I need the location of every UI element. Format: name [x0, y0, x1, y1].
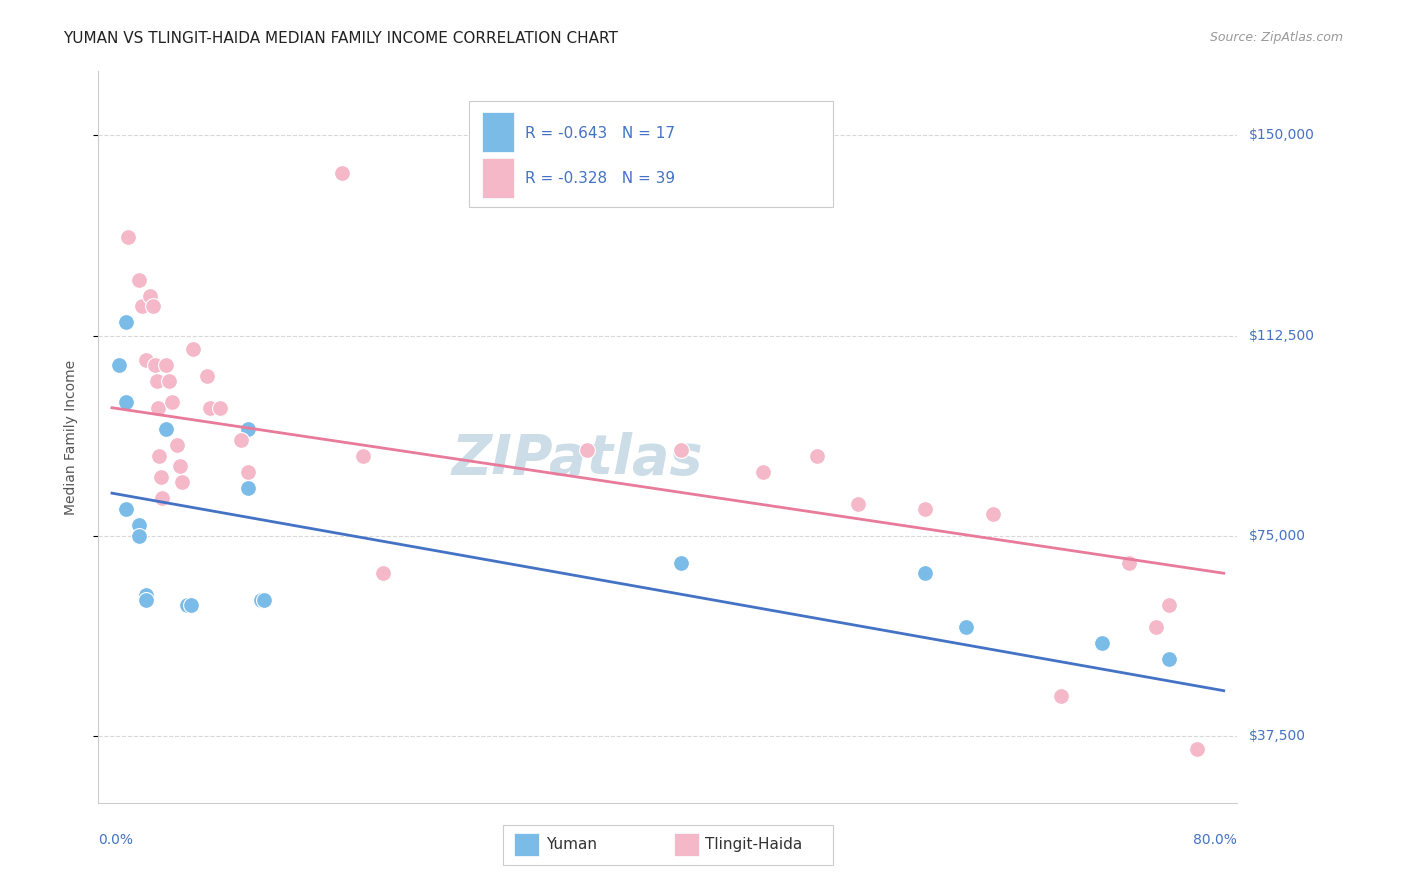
Point [575, 443, 598, 458]
Text: Tlingit-Haida: Tlingit-Haida [706, 837, 803, 852]
Point [169, 459, 191, 474]
Point [371, 566, 394, 581]
Point [914, 566, 936, 581]
Text: ZIPatlas: ZIPatlas [451, 432, 703, 486]
Point [114, 395, 136, 409]
Point [172, 475, 194, 490]
Point [236, 481, 259, 495]
Point [183, 342, 205, 356]
Point [150, 491, 173, 506]
Point [1159, 599, 1181, 613]
FancyBboxPatch shape [515, 833, 538, 856]
Point [142, 299, 165, 313]
Point [1091, 635, 1114, 649]
Text: YUMAN VS TLINGIT-HAIDA MEDIAN FAMILY INCOME CORRELATION CHART: YUMAN VS TLINGIT-HAIDA MEDIAN FAMILY INC… [63, 31, 619, 46]
Point [176, 599, 198, 613]
Point [139, 288, 162, 302]
Point [148, 449, 170, 463]
Point [160, 395, 183, 409]
Point [180, 599, 202, 613]
Point [236, 422, 259, 436]
Point [752, 465, 775, 479]
Point [195, 368, 218, 383]
Point [1144, 619, 1167, 633]
Point [107, 358, 129, 372]
Text: Yuman: Yuman [546, 837, 598, 852]
Point [1159, 651, 1181, 665]
Point [155, 422, 177, 436]
Point [846, 497, 869, 511]
Point [149, 470, 172, 484]
Text: 80.0%: 80.0% [1194, 833, 1237, 847]
Point [1118, 556, 1140, 570]
Point [117, 230, 139, 244]
Point [114, 502, 136, 516]
Text: $150,000: $150,000 [1249, 128, 1315, 143]
FancyBboxPatch shape [468, 101, 832, 207]
Point [128, 529, 150, 543]
Point [145, 358, 167, 372]
Point [671, 443, 693, 458]
Point [157, 374, 180, 388]
Text: R = -0.643   N = 17: R = -0.643 N = 17 [526, 126, 675, 141]
Point [671, 556, 693, 570]
Point [128, 272, 150, 286]
FancyBboxPatch shape [503, 825, 832, 865]
Point [332, 166, 354, 180]
Text: Source: ZipAtlas.com: Source: ZipAtlas.com [1209, 31, 1343, 45]
Point [1050, 689, 1073, 703]
Point [146, 401, 169, 415]
Point [198, 401, 221, 415]
Point [253, 593, 276, 607]
Text: 0.0%: 0.0% [98, 833, 134, 847]
Point [128, 518, 150, 533]
Point [135, 588, 157, 602]
Point [166, 438, 188, 452]
Text: $112,500: $112,500 [1249, 328, 1315, 343]
Point [229, 433, 252, 447]
Point [981, 508, 1004, 522]
Text: R = -0.328   N = 39: R = -0.328 N = 39 [526, 171, 676, 186]
Point [955, 619, 977, 633]
FancyBboxPatch shape [482, 158, 515, 198]
Y-axis label: Median Family Income: Median Family Income [63, 359, 77, 515]
Point [145, 374, 167, 388]
Point [135, 352, 157, 367]
FancyBboxPatch shape [673, 833, 699, 856]
Point [236, 465, 259, 479]
Point [914, 502, 936, 516]
Point [250, 593, 273, 607]
Point [135, 593, 157, 607]
FancyBboxPatch shape [482, 112, 515, 152]
Point [209, 401, 232, 415]
Point [155, 358, 177, 372]
Point [352, 449, 374, 463]
Text: $37,500: $37,500 [1249, 729, 1305, 743]
Text: $75,000: $75,000 [1249, 529, 1305, 543]
Point [131, 299, 153, 313]
Point [806, 449, 828, 463]
Point [114, 315, 136, 329]
Point [1185, 742, 1208, 756]
